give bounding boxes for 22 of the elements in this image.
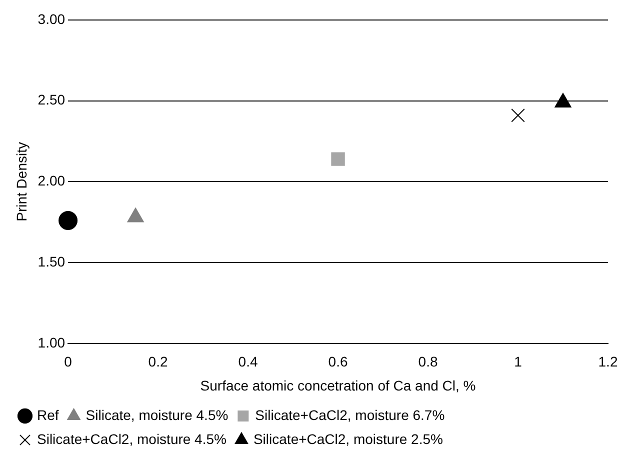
point: [58, 211, 78, 230]
x-tick-label: 1.2: [598, 354, 618, 370]
point: [511, 108, 525, 122]
legend-label: Silicate+CaCl2, moisture 2.5%: [253, 430, 443, 447]
legend-label: Silicate, moisture 4.5%: [86, 406, 228, 423]
x-tick-label: 0.6: [328, 354, 348, 370]
y-tick-label: 2.00: [38, 172, 66, 189]
y-tick-label: 1.00: [38, 334, 66, 350]
legend-label: Silicate+CaCl2, moisture 4.5%: [37, 430, 226, 447]
point: [331, 152, 345, 166]
x-tick-label: 0.8: [418, 354, 438, 370]
y-tick-label: 3.00: [38, 10, 66, 27]
y-axis-title: Print Density: [13, 142, 30, 222]
y-tick-label: 1.50: [38, 253, 66, 270]
x-axis-title: Surface atomic concetration of Ca and Cl, %: [200, 377, 476, 394]
legend-label: Silicate+CaCl2, moisture 6.7%: [255, 406, 445, 423]
x-tick-label: 0.4: [238, 354, 258, 370]
y-tick-label: 2.50: [38, 92, 66, 108]
legend-label: Ref: [37, 406, 59, 423]
x-tick-label: 0: [64, 354, 72, 370]
x-tick-label: 1: [514, 354, 522, 370]
x-tick-label: 0.2: [148, 354, 168, 370]
